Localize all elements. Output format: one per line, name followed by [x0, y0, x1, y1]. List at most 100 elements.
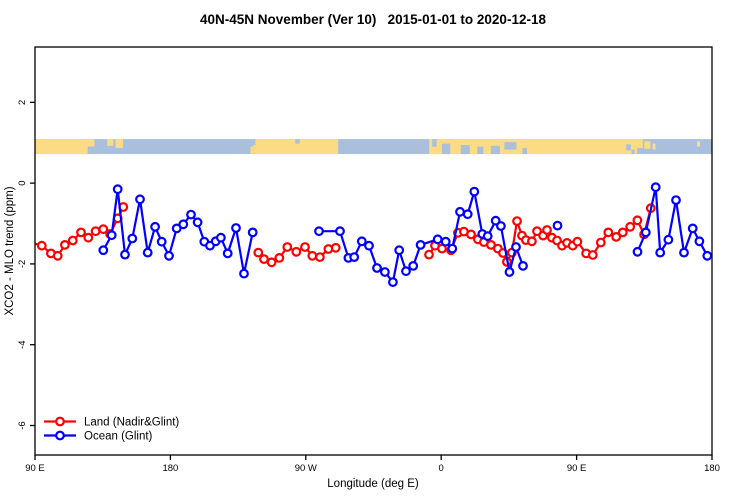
ocean-data-point [112, 184, 123, 195]
y-tick-label: 0 [17, 180, 28, 185]
land-data-point [611, 231, 622, 242]
ocean-data-point [518, 261, 528, 271]
land-data-point [36, 240, 47, 251]
ocean-data-point [222, 248, 233, 259]
ocean-data-point [663, 234, 674, 245]
land-data-point [330, 242, 341, 253]
land-data-point [52, 250, 63, 261]
ocean-data-point [106, 230, 117, 241]
strip-land-segment [253, 139, 339, 155]
x-axis-title: Longitude (deg E) [327, 478, 419, 490]
ocean-data-point [440, 236, 451, 247]
ocean-data-point [156, 236, 167, 247]
x-tick-label: 0 [439, 463, 444, 474]
ocean-data-point [504, 267, 515, 277]
land-data-point [274, 252, 285, 263]
land-data-point [76, 227, 86, 238]
strip-ocean-patch [87, 146, 95, 155]
legend-item-ocean: Ocean (Glint) [44, 431, 153, 443]
strip-ocean-patch [441, 143, 451, 155]
ocean-data-point [447, 243, 458, 254]
ocean-data-point [552, 220, 563, 231]
land-data-point [512, 216, 522, 227]
ocean-data-point [98, 245, 109, 256]
legend: Land (Nadir&Glint) Ocean (Glint) [44, 417, 179, 443]
strip-land-patch [250, 146, 254, 155]
ocean-data-point [496, 221, 506, 231]
land-data-point [572, 236, 583, 247]
x-tick-label: 180 [162, 463, 178, 474]
land-ocean-strip [35, 139, 712, 155]
strip-land-patch [644, 141, 651, 149]
ocean-data-point [469, 186, 480, 197]
land-data-point [83, 232, 94, 243]
ocean-data-point [408, 261, 419, 271]
land-series [34, 202, 656, 268]
strip-land-patch [115, 139, 124, 149]
ocean-data-point [687, 223, 698, 234]
ocean-data-point [231, 223, 241, 233]
land-data-point [253, 247, 264, 258]
strip-ocean-patch [626, 144, 631, 151]
y-tick-label: -6 [17, 421, 28, 429]
ocean-data-point [432, 234, 443, 245]
ocean-data-point [178, 219, 189, 230]
land-data-point [266, 257, 277, 268]
strip-ocean-patch [295, 139, 300, 144]
strip-land-segment [35, 139, 95, 155]
ocean-data-point [702, 250, 713, 261]
land-data-point [527, 236, 537, 247]
strip-land-patch [696, 141, 700, 147]
land-data-point [603, 227, 614, 238]
y-tick-label: -2 [17, 260, 28, 268]
axes: 90 E 180 90 W 0 90 E 180 2 0 -2 -4 -6 [17, 100, 720, 474]
x-tick-label: 90 W [295, 463, 317, 474]
land-data-point [595, 237, 606, 248]
strip-ocean-patch [253, 139, 256, 146]
ocean-data-point [135, 194, 145, 205]
legend-land-label: Land (Nadir&Glint) [84, 417, 179, 429]
ocean-data-point [215, 232, 226, 243]
strip-ocean-patch [631, 149, 635, 155]
land-data-point [98, 224, 109, 235]
land-data-point [291, 246, 302, 257]
land-data-point [300, 242, 310, 252]
data-series [34, 182, 713, 288]
land-data-point [632, 215, 643, 226]
ocean-data-point [388, 277, 398, 288]
ocean-data-point [372, 263, 382, 273]
ocean-data-point [462, 209, 473, 220]
legend-land-marker-icon [55, 416, 65, 427]
x-tick-label: 90 E [25, 463, 45, 474]
strip-land-patch [652, 143, 656, 150]
x-tick-label: 90 E [567, 463, 587, 474]
land-data-point [424, 249, 434, 260]
y-tick-label: -4 [17, 340, 28, 348]
land-data-point [60, 239, 70, 250]
ocean-data-point [349, 252, 360, 263]
strip-land-patch [637, 139, 643, 149]
land-data-point [315, 252, 325, 263]
land-data-point [542, 225, 552, 235]
legend-item-land: Land (Nadir&Glint) [44, 417, 179, 429]
plot-frame [34, 46, 713, 456]
ocean-data-point [142, 247, 153, 258]
ocean-series [98, 182, 713, 288]
ocean-data-point [239, 268, 249, 279]
ocean-data-point [356, 236, 367, 247]
ocean-data-point [394, 245, 405, 256]
land-data-point [282, 242, 293, 252]
ocean-data-point [186, 209, 196, 220]
land-data-point [625, 221, 636, 232]
ocean-data-point [632, 246, 643, 257]
strip-land-segment [429, 139, 638, 155]
ocean-data-point [511, 242, 521, 252]
ocean-data-point [247, 227, 258, 238]
land-data-point [259, 254, 269, 265]
ocean-data-point [127, 233, 138, 244]
ocean-data-point [335, 226, 345, 237]
ocean-data-point [380, 267, 390, 277]
chart-title: 40N-45N November (Ver 10) 2015-01-01 to … [200, 12, 546, 27]
ocean-data-point [650, 182, 661, 193]
